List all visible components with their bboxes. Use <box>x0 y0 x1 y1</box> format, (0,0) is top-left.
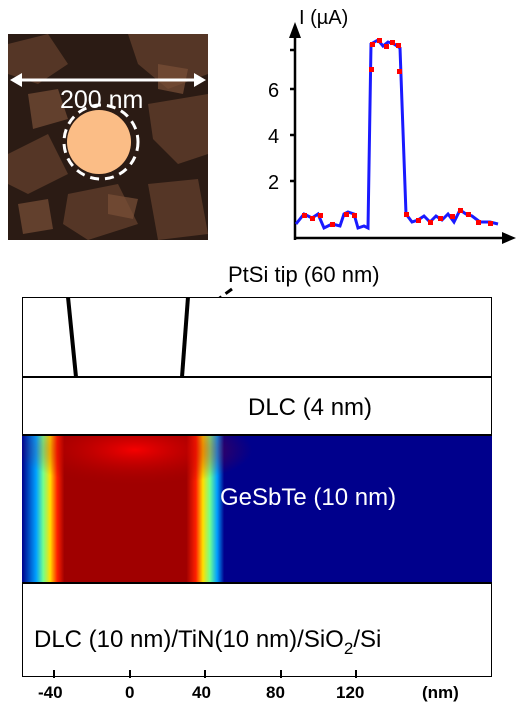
layer-stack-diagram: DLC (4 nm) GeSbTe (10 nm) DLC (10 nm)/Ti… <box>22 297 492 677</box>
tip-right-edge <box>180 297 190 378</box>
current-trace-line <box>294 38 499 231</box>
x-axis-arrow <box>502 232 516 244</box>
scale-bar-label: 200 nm <box>60 86 144 114</box>
x-axis-scale: -40 0 40 80 120 (nm) <box>38 670 459 702</box>
x-tick-label: 80 <box>266 683 285 702</box>
x-tick-label: 0 <box>125 683 134 702</box>
layer-label-gst: GeSbTe (10 nm) <box>220 484 396 511</box>
current-trace-points <box>302 38 493 227</box>
layer-label-substrate: DLC (10 nm)/TiN(10 nm)/SiO2/Si <box>34 626 381 658</box>
current-trace-plot: I (µA) 6 4 2 <box>268 7 516 244</box>
layer-label-dlc-top: DLC (4 nm) <box>248 394 372 421</box>
y-tick-label: 6 <box>268 80 279 102</box>
x-tick-label: 40 <box>192 683 211 702</box>
x-tick-label: -40 <box>38 683 63 702</box>
y-axis <box>290 30 297 240</box>
tip-left-edge <box>66 297 78 378</box>
y-tick-label: 4 <box>268 126 279 148</box>
x-tick-label: 120 <box>336 683 364 702</box>
tip-label: PtSi tip (60 nm) <box>228 262 380 287</box>
x-axis-unit: (nm) <box>422 683 459 702</box>
y-axis-label: I (µA) <box>299 7 348 29</box>
y-tick-label: 2 <box>268 172 279 194</box>
y-axis-arrow <box>289 22 301 38</box>
afm-current-map: 200 nm <box>8 34 208 240</box>
